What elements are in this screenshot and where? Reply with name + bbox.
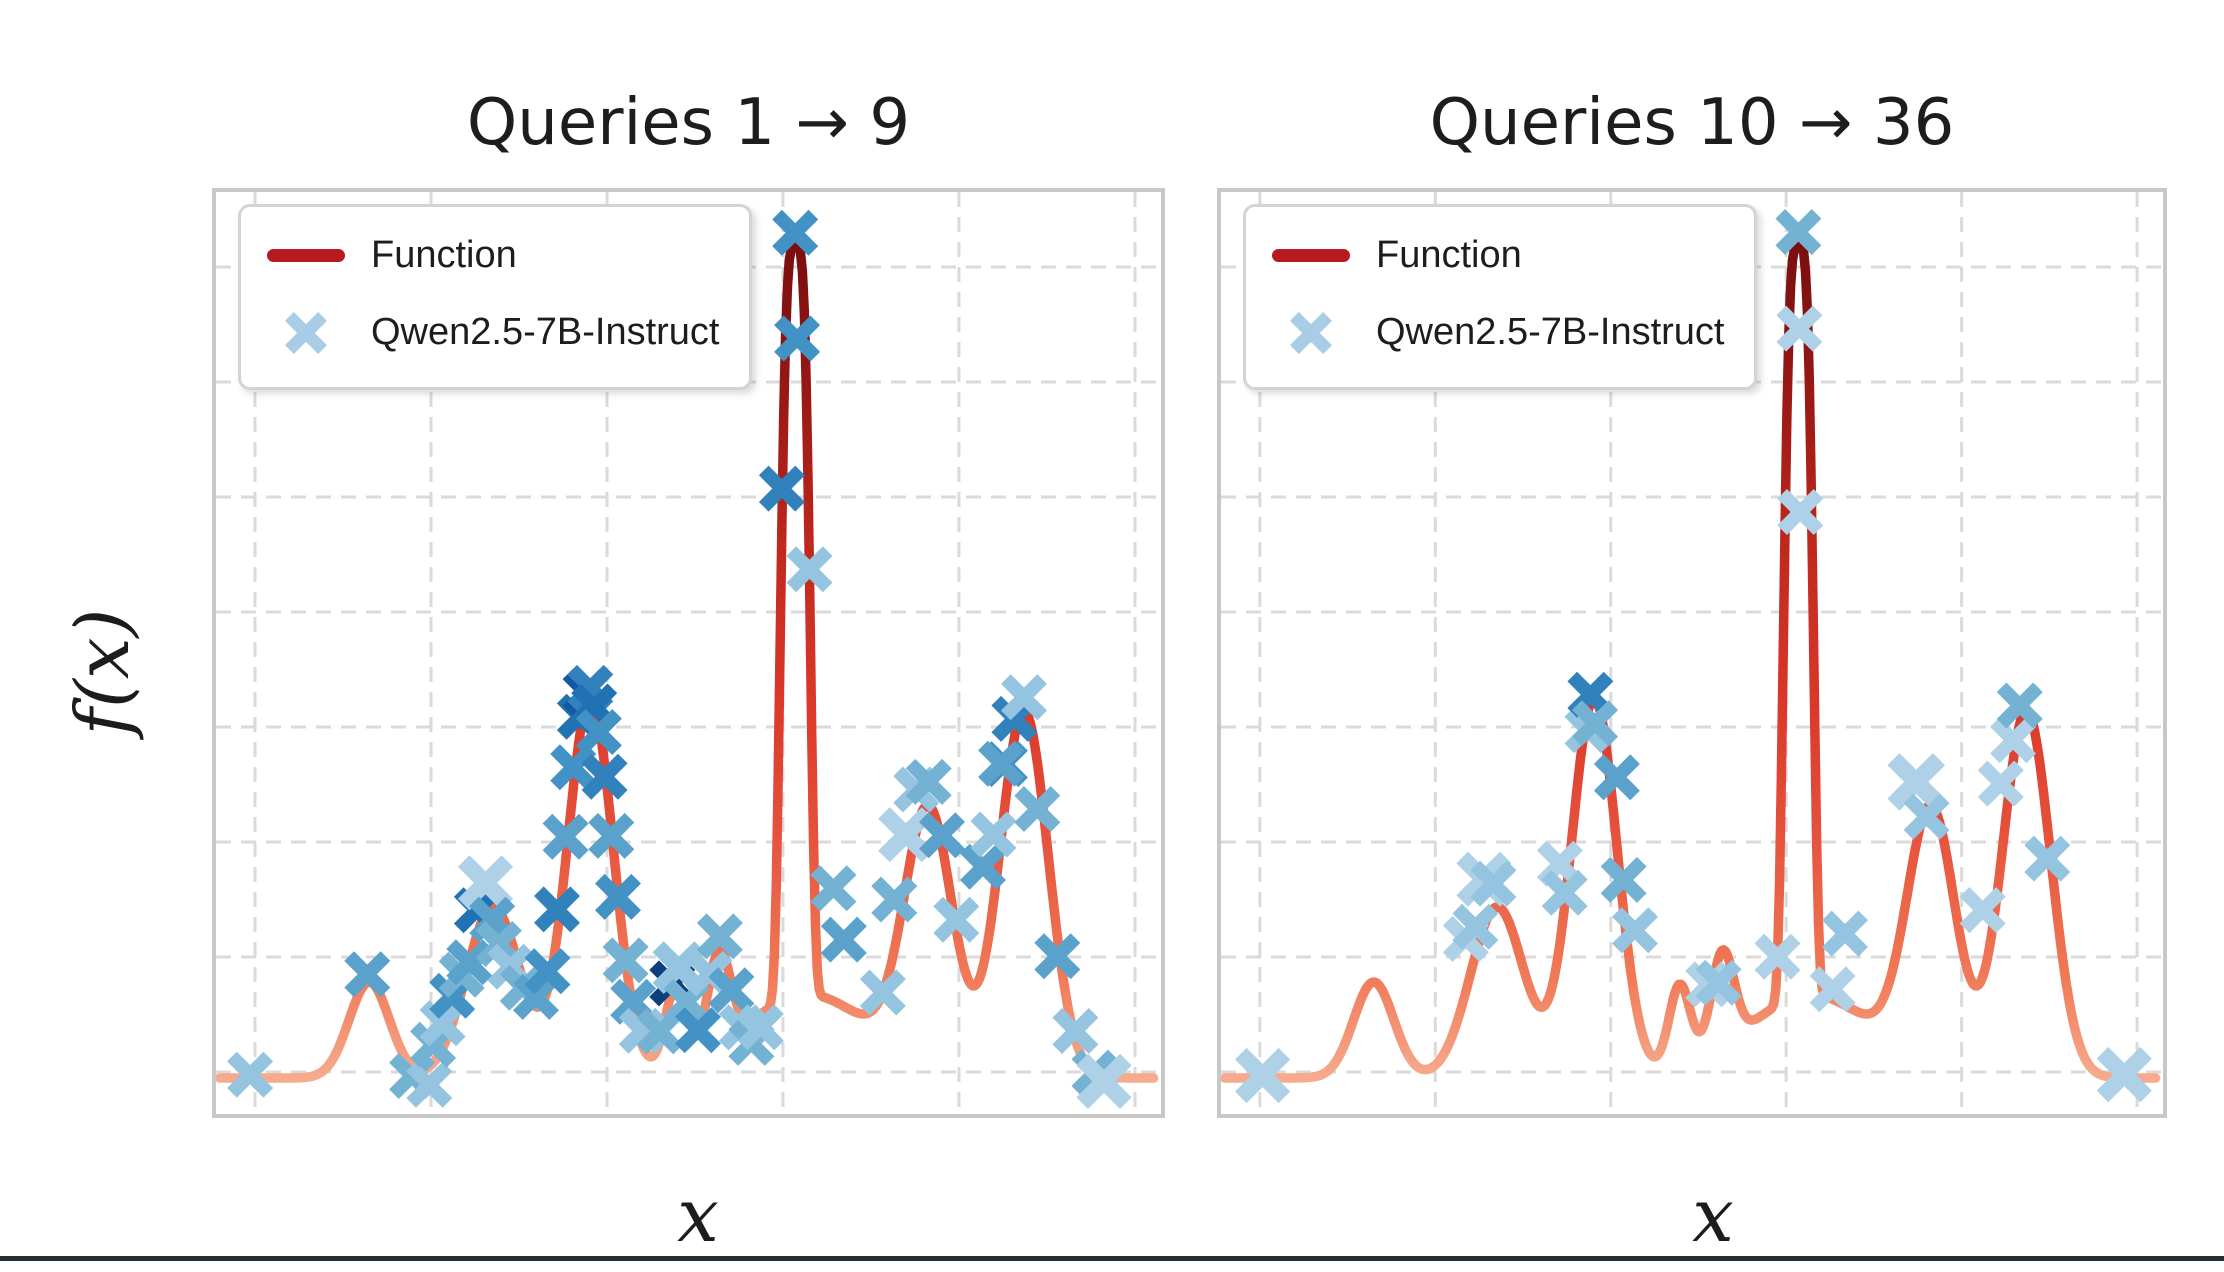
query-marker: [978, 740, 1025, 787]
query-markers: [227, 209, 1132, 1109]
query-marker: [1612, 907, 1658, 954]
legend-box-right: Function Qwen2.5-7B-Instruct: [1243, 204, 1758, 390]
query-marker: [1775, 209, 1822, 255]
red-line-icon: [267, 249, 345, 263]
query-marker: [970, 811, 1017, 858]
query-marker: [820, 916, 867, 963]
query-marker: [1235, 1047, 1291, 1104]
function-line-swatch: [267, 249, 345, 263]
query-marker: [1034, 933, 1081, 980]
query-marker: [1977, 760, 2024, 807]
legend-model-label: Qwen2.5-7B-Instruct: [1376, 310, 1725, 353]
query-marker: [1600, 856, 1647, 903]
legend-row-function: Function: [267, 233, 719, 279]
query-marker: [475, 921, 522, 967]
x-marker-icon: [285, 311, 327, 354]
query-marker: [675, 1007, 721, 1054]
query-marker: [513, 973, 559, 1020]
query-marker: [1470, 860, 1517, 907]
query-marker: [1776, 305, 1823, 352]
query-marker: [1541, 869, 1588, 916]
function-line-swatch: [1272, 249, 1350, 263]
query-marker: [588, 812, 635, 859]
query-marker: [602, 937, 649, 984]
query-marker: [1076, 1053, 1132, 1109]
x-marker-glyph: [1290, 311, 1332, 354]
y-axis-label: f(x): [60, 608, 146, 736]
query-marker: [810, 865, 857, 912]
function-curve: [1219, 240, 2161, 1083]
query-marker: [1996, 682, 2043, 729]
query-marker: [524, 948, 571, 995]
query-marker: [652, 941, 706, 994]
axes-frame: [212, 188, 1165, 1118]
query-marker: [1777, 489, 1824, 535]
legend-row-function: Function: [1272, 233, 1724, 279]
query-marker: [905, 758, 952, 805]
legend-box-left: Function Qwen2.5-7B-Instruct: [238, 204, 753, 390]
query-marker: [786, 546, 833, 593]
legend-model-label: Qwen2.5-7B-Instruct: [371, 310, 720, 353]
x-axis-label-left: x: [677, 1173, 719, 1259]
query-marker: [1754, 933, 1801, 980]
query-marker: [1593, 754, 1640, 801]
query-marker: [227, 1051, 274, 1098]
query-marker: [2024, 835, 2071, 882]
query-marker: [758, 465, 805, 512]
query-marker: [960, 843, 1006, 890]
legend-row-model: Qwen2.5-7B-Instruct: [1272, 307, 1724, 359]
legend-function-label: Function: [371, 234, 517, 276]
query-marker: [446, 939, 493, 986]
query-marker: [871, 876, 918, 923]
model-marker-slot: [1272, 307, 1350, 359]
legend-function-label: Function: [1376, 234, 1522, 276]
query-marker: [1014, 786, 1061, 832]
function-plot-left: [212, 188, 1165, 1118]
query-marker: [575, 709, 622, 755]
query-marker: [696, 913, 743, 960]
query-marker: [772, 209, 819, 256]
query-marker: [859, 969, 906, 1016]
query-marker: [919, 812, 965, 859]
query-marker: [1959, 887, 2006, 934]
query-marker: [581, 753, 628, 800]
panel-title-right: Queries 10 → 36: [1429, 86, 1955, 160]
query-marker: [2096, 1047, 2152, 1103]
query-marker: [406, 1061, 453, 1108]
bottom-rule: [0, 1256, 2224, 1261]
query-marker: [737, 1004, 784, 1051]
x-marker-glyph: [285, 311, 327, 354]
query-marker: [708, 967, 755, 1014]
query-marker: [595, 873, 641, 920]
red-line-icon: [1272, 249, 1350, 263]
query-markers: [1235, 209, 2152, 1104]
query-marker: [1887, 753, 1945, 811]
query-marker: [419, 1000, 466, 1047]
query-marker: [933, 896, 980, 943]
query-marker: [1452, 903, 1499, 950]
query-marker: [1001, 674, 1047, 721]
query-marker: [344, 951, 391, 998]
query-marker: [1052, 1008, 1099, 1054]
query-marker: [1903, 793, 1950, 840]
x-marker-icon: [1290, 311, 1332, 354]
query-marker: [1695, 959, 1742, 1006]
query-marker: [1990, 717, 2037, 764]
panel-title-left: Queries 1 → 9: [466, 86, 911, 160]
query-marker: [774, 315, 821, 362]
query-marker: [550, 744, 597, 791]
query-marker: [534, 886, 580, 933]
legend-row-model: Qwen2.5-7B-Instruct: [267, 307, 719, 359]
axes-frame: [1217, 188, 2167, 1118]
query-marker: [542, 813, 589, 860]
query-marker: [1809, 966, 1856, 1013]
query-marker: [457, 855, 514, 911]
x-axis-label-right: x: [1692, 1173, 1734, 1259]
model-marker-slot: [267, 307, 345, 359]
query-marker: [1822, 910, 1868, 957]
query-marker: [1572, 700, 1619, 747]
